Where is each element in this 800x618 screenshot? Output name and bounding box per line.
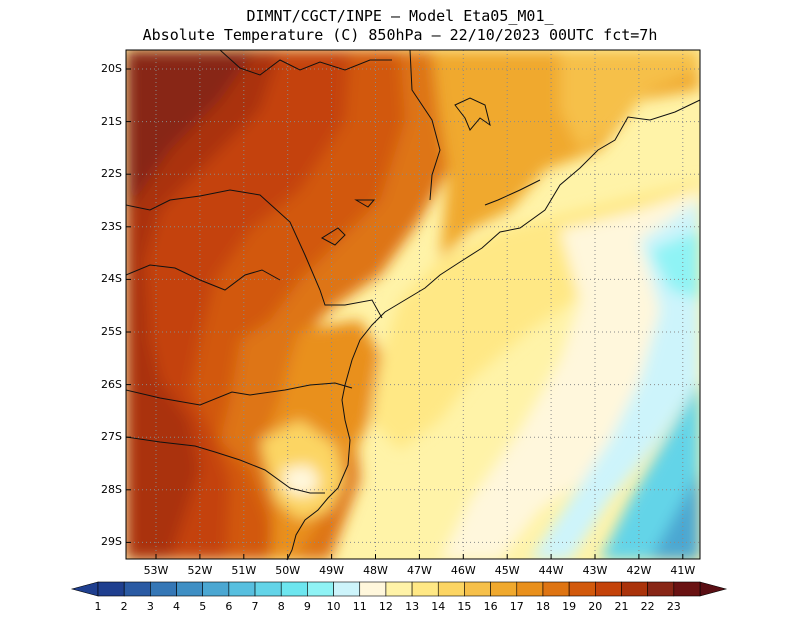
latitude-label: 26S <box>101 377 122 391</box>
colorbar-label: 8 <box>277 600 285 613</box>
latitude-label: 22S <box>101 167 122 181</box>
colorbar-label: 15 <box>457 600 472 613</box>
colorbar-swatch <box>595 581 622 597</box>
state-border-mg-rj <box>484 179 541 206</box>
colorbar-swatch <box>385 581 413 597</box>
colorbar-swatch <box>437 581 465 597</box>
colorbar-label: 2 <box>120 600 128 613</box>
colorbar-label: 4 <box>173 600 181 613</box>
map-gridlines <box>126 50 700 559</box>
latitude-label: 29S <box>101 535 122 549</box>
longitude-label: 50W <box>275 564 301 577</box>
colorbar-swatch <box>359 581 387 597</box>
longitude-label: 45W <box>494 564 520 577</box>
map-title-line-1: DIMNT/CGCT/INPE – Model Eta05_M01_ <box>246 7 554 25</box>
colorbar-swatch <box>568 581 596 597</box>
longitude-label: 51W <box>231 564 257 577</box>
colorbar-label: 23 <box>666 600 681 613</box>
colorbar-swatch <box>411 581 439 597</box>
isotherm-region-12-patch <box>282 465 320 495</box>
colorbar-label: 3 <box>146 600 154 613</box>
colorbar-label: 5 <box>199 600 207 613</box>
isotherm-region-11 <box>440 190 700 559</box>
colorbar-label: 10 <box>326 600 341 613</box>
state-border-sp-pr <box>125 189 383 319</box>
colorbar-swatch <box>307 581 334 597</box>
state-border-sp-rj <box>409 49 441 201</box>
colorbar <box>70 581 728 597</box>
colorbar-swatch <box>150 581 177 597</box>
isotherm-region-7 <box>600 380 700 559</box>
colorbar-label: 21 <box>614 600 629 613</box>
latitude-label: 21S <box>101 114 122 128</box>
map-frame <box>125 49 701 560</box>
colorbar-label: 13 <box>405 600 420 613</box>
colorbar-swatch <box>202 581 230 597</box>
latitude-label: 28S <box>101 482 122 496</box>
longitude-label: 43W <box>582 564 608 577</box>
coastline <box>286 99 701 561</box>
colorbar-label: 20 <box>588 600 603 613</box>
colorbar-over-arrow <box>699 581 728 597</box>
temperature-field <box>126 50 700 559</box>
colorbar-label: 18 <box>535 600 550 613</box>
longitude-label: 48W <box>363 564 388 577</box>
longitude-label: 41W <box>670 564 696 577</box>
longitude-label: 52W <box>187 564 213 577</box>
river-line <box>125 264 281 291</box>
colorbar-under-arrow <box>70 581 99 597</box>
latitude-label: 25S <box>101 325 122 338</box>
colorbar-swatch <box>123 581 151 597</box>
colorbar-label: 9 <box>303 600 311 613</box>
state-border-ms <box>219 49 392 76</box>
colorbar-label: 12 <box>378 600 393 613</box>
isotherm-region-10 <box>530 200 700 559</box>
colorbar-swatch <box>673 581 701 597</box>
longitude-label: 46W <box>450 564 476 577</box>
colorbar-swatch <box>516 581 544 597</box>
colorbar-label: 14 <box>431 600 446 613</box>
colorbar-label: 19 <box>562 600 577 613</box>
colorbar-label: 7 <box>251 600 259 613</box>
colorbar-label: 1 <box>94 600 102 613</box>
colorbar-swatch <box>280 581 308 597</box>
longitude-label: 49W <box>319 564 345 577</box>
boundary-lines <box>125 49 701 561</box>
colorbar-swatch <box>542 581 570 597</box>
colorbar-swatch <box>647 581 675 597</box>
isotherm-region-6 <box>650 470 700 559</box>
reservoir-outline-2 <box>354 199 376 208</box>
state-border-sc-rs <box>125 436 325 494</box>
isotherm-region-8 <box>650 230 700 300</box>
axis-ticks <box>126 68 684 559</box>
latitude-label: 20S <box>101 62 122 75</box>
colorbar-label: 16 <box>483 600 498 613</box>
colorbar-label: 11 <box>352 600 367 613</box>
colorbar-swatch <box>176 581 203 597</box>
latitude-label: 27S <box>101 430 122 444</box>
colorbar-swatch <box>490 581 518 597</box>
longitude-label: 42W <box>626 564 652 577</box>
latitude-label: 24S <box>101 272 122 286</box>
reservoir-outline <box>321 227 346 246</box>
colorbar-swatch <box>464 581 491 597</box>
colorbar-label: 22 <box>640 600 655 613</box>
bay-outline <box>454 97 491 131</box>
colorbar-label: 6 <box>225 600 233 613</box>
colorbar-swatch <box>621 581 648 597</box>
colorbar-swatch <box>228 581 256 597</box>
isotherm-region-22 <box>126 50 255 210</box>
latitude-label: 23S <box>101 219 122 233</box>
longitude-label: 53W <box>143 564 169 577</box>
colorbar-swatch <box>97 581 125 597</box>
isotherm-region-21 <box>126 50 280 559</box>
colorbar-swatch <box>333 581 361 597</box>
colorbar-swatch <box>254 581 282 597</box>
state-border-pr-sc <box>125 382 353 406</box>
colorbar-label: 17 <box>509 600 524 613</box>
map-title-line-2: Absolute Temperature (C) 850hPa – 22/10/… <box>142 26 658 44</box>
longitude-label: 47W <box>406 564 432 577</box>
longitude-label: 44W <box>538 564 564 577</box>
